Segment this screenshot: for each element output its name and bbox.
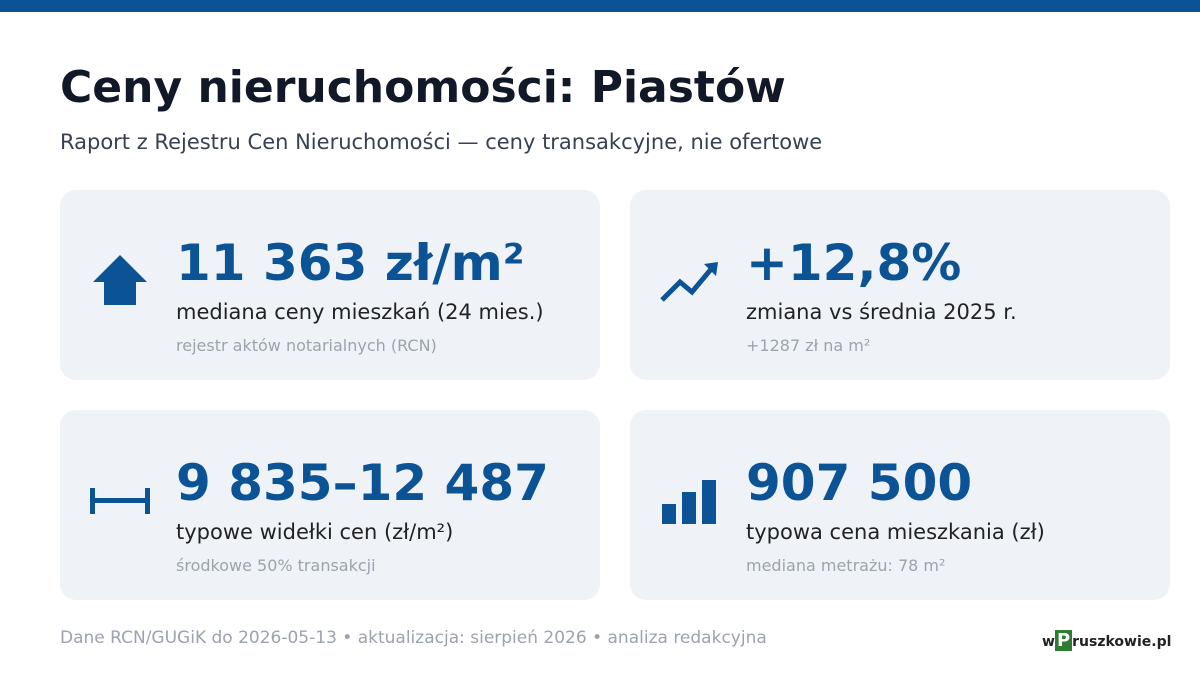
card-label: mediana ceny mieszkań (24 mies.)	[176, 300, 544, 324]
card-label: typowa cena mieszkania (zł)	[746, 520, 1045, 544]
card-value: 907 500	[746, 454, 973, 512]
card-note: mediana metrażu: 78 m²	[746, 556, 946, 575]
card-note: rejestr aktów notarialnych (RCN)	[176, 336, 437, 355]
card-value: 11 363 zł/m²	[176, 234, 525, 292]
icon-range	[90, 488, 150, 514]
footer-source: Dane RCN/GUGiK do 2026-05-13 • aktualiza…	[60, 628, 767, 648]
top-bar	[0, 0, 1200, 12]
subtitle: Raport z Rejestru Cen Nieruchomości — ce…	[60, 130, 823, 154]
card-value: 9 835–12 487	[176, 454, 549, 512]
card-note: +1287 zł na m²	[746, 336, 871, 355]
icon-trend	[660, 262, 718, 302]
icon-bars	[662, 480, 716, 524]
icon-house	[93, 255, 147, 305]
logo-w: w	[1042, 634, 1055, 650]
card-note: środkowe 50% transakcji	[176, 556, 376, 575]
card: +12,8% zmiana vs średnia 2025 r. +1287 z…	[630, 190, 1170, 380]
card: 9 835–12 487 typowe widełki cen (zł/m²) …	[60, 410, 600, 600]
logo-p: P	[1054, 630, 1073, 651]
card-label: typowe widełki cen (zł/m²)	[176, 520, 454, 544]
card: 11 363 zł/m² mediana ceny mieszkań (24 m…	[60, 190, 600, 380]
logo-rest: ruszkowie.pl	[1072, 634, 1172, 650]
card-label: zmiana vs średnia 2025 r.	[746, 300, 1017, 324]
card: 907 500 typowa cena mieszkania (zł) medi…	[630, 410, 1170, 600]
card-value: +12,8%	[746, 234, 962, 292]
title: Ceny nieruchomości: Piastów	[60, 62, 786, 113]
